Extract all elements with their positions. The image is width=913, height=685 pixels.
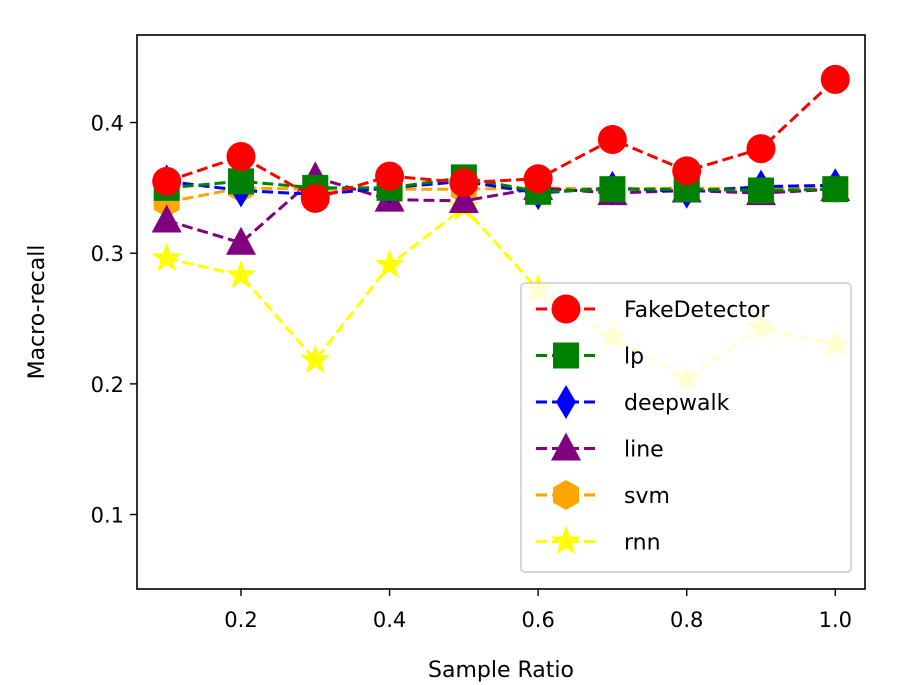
x-tick-label: 0.8 [670,608,703,632]
data-point [300,344,331,374]
data-point [748,177,774,204]
legend-label: FakeDetector [624,298,770,323]
series-line [151,161,851,255]
data-point [599,176,626,203]
data-point [225,259,257,289]
data-point [228,168,254,195]
plot-frame [136,34,866,590]
legend-marker [556,385,576,419]
legend-entry: line [536,432,664,463]
data-point [374,249,405,278]
series-line [166,186,836,204]
x-tick-label: 0.2 [224,608,257,632]
x-tick-label: 1.0 [819,608,852,632]
legend: FakeDetector lp deepwalk line svm rnn [520,282,852,573]
x-tick-label: 0.6 [521,608,554,632]
legend-marker [550,525,582,555]
series-fakedetector [152,64,850,213]
y-axis-label: Macro-recall [25,245,50,380]
legend-entry: svm [536,480,670,510]
legend-label: lp [624,345,644,370]
data-point [152,166,182,196]
legend-entry: deepwalk [536,385,730,419]
y-tick-label: 0.1 [91,504,124,528]
legend-entry: lp [536,342,644,370]
data-point [523,164,553,194]
data-point [375,161,405,191]
y-tick-label: 0.2 [91,373,124,397]
data-point [597,125,627,155]
data-point [226,226,256,255]
legend-marker [553,342,579,369]
series-line [166,205,836,381]
legend-marker [551,432,581,461]
legend-entry: rnn [536,525,661,556]
axis-ticks: 0.2 0.4 0.6 0.8 1.0 0.1 0.2 0.3 0.4 [91,112,852,632]
series-line [166,78,837,200]
legend-box [520,282,852,573]
series-lp [153,164,849,205]
legend-entry: FakeDetector [536,294,770,324]
data-point [672,156,702,186]
data-point [226,142,256,172]
series-line [166,175,836,194]
legend-label: deepwalk [624,391,730,416]
legend-marker [551,294,581,324]
data-point [746,134,776,164]
x-axis-label: Sample Ratio [428,658,574,683]
series-layer [151,64,851,392]
legend-marker [553,480,579,510]
data-point [300,183,330,213]
data-point [820,64,850,94]
plot-area [136,34,866,590]
legend-label: svm [624,484,670,509]
data-point [449,168,479,198]
x-tick-label: 0.4 [373,608,406,632]
data-point [822,176,849,203]
data-point [448,184,479,213]
series-deepwalk [156,164,846,212]
legend-label: line [624,438,664,463]
y-tick-label: 0.4 [91,112,124,136]
legend-label: rnn [624,531,661,556]
data-point [151,242,182,272]
y-tick-label: 0.3 [91,242,124,266]
series-line [166,179,836,196]
data-point [151,204,182,233]
